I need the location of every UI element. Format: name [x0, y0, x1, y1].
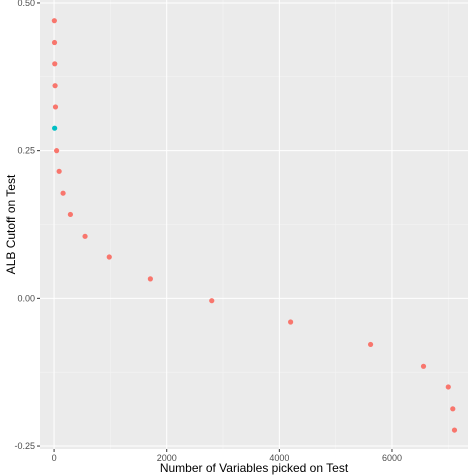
data-point [288, 319, 294, 325]
x-tick-label: 0 [52, 453, 57, 463]
y-tick-label: 0.50 [17, 0, 35, 8]
data-point [420, 363, 427, 369]
data-point [106, 254, 112, 260]
data-point [82, 233, 88, 239]
data-point [56, 168, 62, 174]
x-tick-label: 4000 [269, 453, 289, 463]
data-point [52, 83, 58, 89]
x-tick-label: 6000 [382, 453, 402, 463]
y-tick-label: 0.25 [17, 146, 35, 156]
data-point [450, 406, 456, 412]
data-point [51, 39, 58, 46]
y-tick-label: 0.00 [17, 293, 35, 303]
axis-ticks: 0 2000 4000 6000 -0.25 0.00 0.25 0.50 [14, 0, 402, 463]
data-points [51, 18, 458, 433]
data-point [52, 61, 58, 67]
data-point [209, 298, 215, 304]
data-point [54, 148, 60, 154]
data-point [451, 427, 458, 433]
x-axis-title: Number of Variables picked on Test [160, 461, 349, 475]
y-axis-title: ALB Cutoff on Test [4, 174, 18, 274]
data-point [147, 276, 153, 282]
data-point [445, 384, 451, 390]
data-point [67, 211, 74, 218]
data-point [60, 190, 66, 196]
data-point [51, 18, 57, 24]
grid [40, 0, 468, 449]
data-point [367, 341, 374, 348]
data-point [52, 104, 59, 110]
x-tick-label: 2000 [157, 453, 177, 463]
data-point [52, 125, 58, 131]
y-tick-label: -0.25 [14, 441, 35, 451]
